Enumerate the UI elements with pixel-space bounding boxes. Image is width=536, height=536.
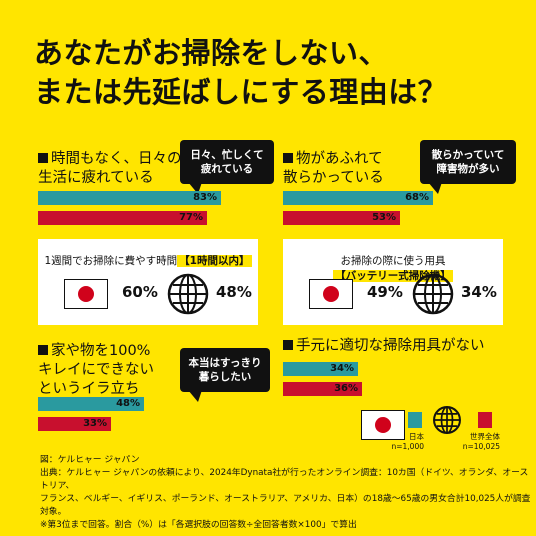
bar-world-4 (283, 382, 362, 396)
japan-percent: 60% (122, 283, 158, 301)
bar-value-label: 36% (334, 383, 358, 394)
speech-bubble-1: 日々、忙しくて 疲れている (180, 140, 274, 194)
japan-flag-icon (309, 279, 353, 309)
bar-value-label: 68% (405, 192, 429, 203)
stat-card-tool: お掃除の際に使う用具【バッテリー式掃除機】 49% 34% (283, 239, 503, 325)
globe-icon (412, 273, 454, 315)
speech-bubble-2: 散らかっていて 障害物が多い (420, 140, 516, 194)
legend-world-label: 世界全体 n=10,025 (462, 432, 500, 451)
bullet-square-icon (38, 345, 48, 355)
bar-japan-4 (283, 362, 358, 376)
globe-icon (167, 273, 209, 315)
world-percent: 34% (461, 283, 497, 301)
bar-world-1 (38, 211, 207, 225)
question-label-1: 時間もなく、日々の 生活に疲れている (38, 150, 182, 188)
question-text: 物があふれて 散らかっている (283, 151, 384, 186)
stat-card-highlight: 【1時間以内】 (177, 255, 252, 267)
bullet-square-icon (283, 340, 293, 350)
stat-card-time: 1週間でお掃除に費やす時間 【1時間以内】 60% 48% (38, 239, 258, 325)
bar-value-label: 48% (116, 398, 140, 409)
stat-card-prefix: 1週間でお掃除に費やす時間 (44, 255, 178, 267)
bullet-square-icon (283, 153, 293, 163)
speech-bubble-3: 本当はすっきり 暮らしたい (180, 348, 270, 402)
question-text: 家や物を100% キレイにできない というイラ立ち (38, 343, 154, 397)
legend-japan-swatch (408, 412, 422, 428)
legend-japan-label: 日本 n=1,000 (391, 432, 424, 451)
japan-flag-icon (64, 279, 108, 309)
world-percent: 48% (216, 283, 252, 301)
bar-japan-2 (283, 191, 433, 205)
bar-value-label: 77% (179, 212, 203, 223)
japan-percent: 49% (367, 283, 403, 301)
question-label-3: 家や物を100% キレイにできない というイラ立ち (38, 342, 154, 399)
bar-japan-1 (38, 191, 221, 205)
question-label-2: 物があふれて 散らかっている (283, 150, 384, 188)
bar-value-label: 33% (83, 418, 107, 429)
source-footnote: 図：ケルヒャー ジャパン 出典：ケルヒャー ジャパンの依頼により、2024年Dy… (40, 455, 531, 530)
bar-world-2 (283, 211, 400, 225)
question-text: 時間もなく、日々の 生活に疲れている (38, 151, 182, 186)
question-text: 手元に適切な掃除用具がない (296, 338, 485, 354)
legend-globe-icon (433, 406, 461, 434)
bar-value-label: 34% (330, 363, 354, 374)
bar-value-label: 53% (372, 212, 396, 223)
page-title: あなたがお掃除をしない、 または先延ばしにする理由は？ (34, 36, 448, 109)
stat-card-title: お掃除の際に使う用具【バッテリー式掃除機】 (283, 253, 503, 283)
stat-card-title: 1週間でお掃除に費やす時間 【1時間以内】 (38, 253, 258, 268)
stat-card-prefix: お掃除の際に使う用具 (340, 255, 446, 267)
question-label-4: 手元に適切な掃除用具がない (283, 337, 485, 356)
legend-world-swatch (478, 412, 492, 428)
bullet-square-icon (38, 153, 48, 163)
bar-value-label: 83% (193, 192, 217, 203)
legend-japan-flag-icon (361, 410, 405, 440)
bar-japan-3 (38, 397, 144, 411)
bar-world-3 (38, 417, 111, 431)
